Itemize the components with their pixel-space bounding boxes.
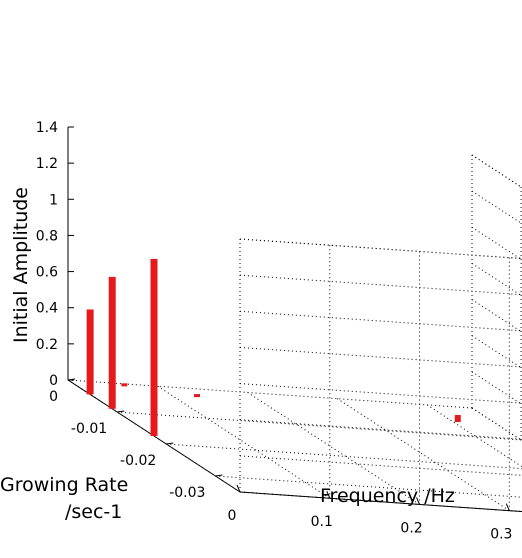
side-wall-grid-line (471, 154, 522, 189)
x-tick-label: 0.2 (400, 520, 422, 536)
x-axis-label: Frequency /Hz (320, 485, 455, 507)
y-tick-label: -0.03 (169, 485, 205, 501)
y-tick-mark (166, 442, 174, 445)
data-bar (150, 258, 158, 436)
data-bar (454, 415, 461, 423)
back-wall-grid-line (239, 346, 522, 368)
y-tick-label: -0.02 (120, 453, 156, 469)
x-tick-mark (236, 484, 241, 493)
y-axis-label-line1: Growing Rate (0, 474, 128, 496)
z-tick-label: 0.4 (36, 301, 58, 317)
z-tick-label: 1.4 (36, 120, 58, 136)
x-tick-label: 0.3 (490, 527, 512, 543)
z-tick-label: 0.6 (36, 265, 58, 281)
y-tick-mark (117, 410, 125, 413)
floor-grid-line (67, 379, 473, 409)
data-bar (193, 394, 200, 398)
y-tick-label: -0.01 (71, 421, 107, 437)
z-axis-label: Initial Amplitude (10, 187, 32, 343)
x-tick-mark (416, 497, 421, 505)
back-wall-grid-line (239, 238, 522, 260)
chart-bars (86, 258, 461, 436)
data-bar (121, 383, 128, 387)
z-tick-label: 1.2 (36, 156, 58, 172)
z-tick-label: 0 (49, 373, 58, 389)
x-tick-label: 0.1 (311, 514, 333, 530)
x-tick-label: 0 (228, 508, 237, 524)
back-wall-grid-line (239, 310, 522, 332)
data-bar (86, 309, 94, 395)
back-wall-grid-line (239, 455, 522, 476)
side-wall-grid-line (471, 299, 522, 333)
x-axis-line (239, 491, 522, 513)
x-tick-mark (326, 491, 331, 499)
side-wall-grid-line (239, 238, 522, 260)
side-wall-grid-line (471, 226, 522, 261)
y-axis-label-line2: /sec-1 (65, 501, 122, 523)
side-wall-grid-line (471, 263, 522, 297)
side-wall-grid-line (471, 190, 522, 225)
side-wall-grid-line (471, 407, 522, 442)
chart-tick-labels: 0 0.2 0.4 0.6 0.8 1 1.2 1.4 0 -0.01 -0.02 -0.03 0 0.1… (36, 120, 513, 543)
chart-axes (67, 126, 522, 513)
side-wall-grid-line (471, 154, 522, 189)
back-wall-grid-line (239, 383, 522, 404)
floor-grid-line (157, 385, 331, 499)
z-tick-label: 0.2 (36, 337, 58, 353)
data-bar (108, 276, 116, 409)
back-wall-grid-line (239, 274, 522, 296)
y-tick-mark (67, 378, 76, 381)
y-tick-mark (215, 474, 223, 477)
z-tick-label: 0.8 (36, 228, 58, 244)
side-wall-grid-line (471, 335, 522, 369)
z-tick-label: 1 (49, 192, 58, 208)
floor-grid-line (471, 407, 522, 442)
back-wall-grid-line (239, 419, 522, 440)
side-wall-grid-line (471, 371, 522, 406)
floor-grid-line (166, 443, 522, 470)
y-tick-label: 0 (49, 389, 58, 405)
x-tick-mark (505, 503, 510, 511)
